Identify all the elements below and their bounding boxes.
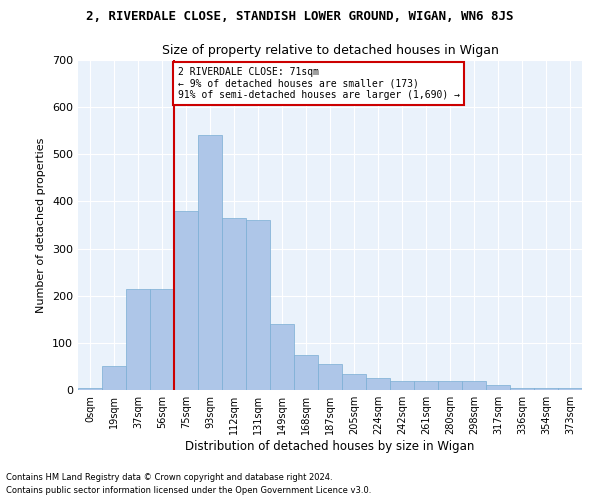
Bar: [438, 380, 462, 390]
Bar: [342, 374, 366, 390]
Bar: [318, 364, 342, 390]
Bar: [462, 380, 486, 390]
Bar: [414, 380, 438, 390]
Bar: [510, 388, 534, 390]
Bar: [126, 288, 150, 390]
Bar: [534, 388, 558, 390]
Text: 2 RIVERDALE CLOSE: 71sqm
← 9% of detached houses are smaller (173)
91% of semi-d: 2 RIVERDALE CLOSE: 71sqm ← 9% of detache…: [178, 67, 460, 100]
Bar: [150, 288, 174, 390]
Text: Contains HM Land Registry data © Crown copyright and database right 2024.
Contai: Contains HM Land Registry data © Crown c…: [6, 474, 371, 495]
Bar: [246, 220, 270, 390]
Bar: [102, 366, 126, 390]
Bar: [270, 324, 294, 390]
Bar: [390, 380, 414, 390]
X-axis label: Distribution of detached houses by size in Wigan: Distribution of detached houses by size …: [185, 440, 475, 453]
Bar: [174, 211, 198, 390]
Y-axis label: Number of detached properties: Number of detached properties: [37, 138, 46, 312]
Bar: [222, 218, 246, 390]
Bar: [558, 388, 582, 390]
Bar: [486, 386, 510, 390]
Bar: [366, 378, 390, 390]
Bar: [294, 354, 318, 390]
Title: Size of property relative to detached houses in Wigan: Size of property relative to detached ho…: [161, 44, 499, 58]
Text: 2, RIVERDALE CLOSE, STANDISH LOWER GROUND, WIGAN, WN6 8JS: 2, RIVERDALE CLOSE, STANDISH LOWER GROUN…: [86, 10, 514, 23]
Bar: [198, 136, 222, 390]
Bar: [78, 388, 102, 390]
